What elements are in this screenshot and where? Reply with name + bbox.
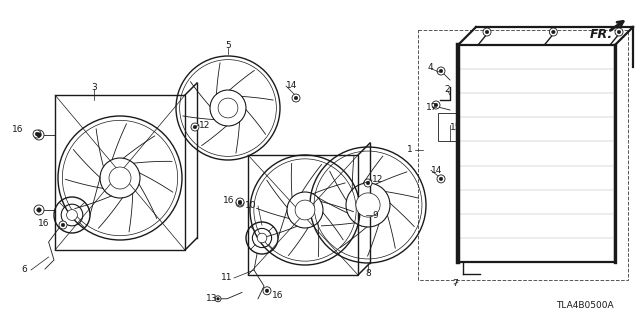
- Circle shape: [356, 193, 380, 217]
- Circle shape: [36, 208, 41, 212]
- Circle shape: [236, 198, 244, 206]
- Circle shape: [552, 30, 555, 34]
- Circle shape: [263, 287, 271, 295]
- Circle shape: [615, 28, 623, 36]
- Circle shape: [549, 28, 557, 36]
- Circle shape: [238, 201, 242, 205]
- Text: 14: 14: [286, 82, 298, 91]
- Circle shape: [215, 296, 221, 302]
- Circle shape: [434, 103, 438, 107]
- Circle shape: [617, 30, 621, 34]
- Text: 16: 16: [12, 125, 23, 134]
- Text: 4: 4: [428, 62, 434, 71]
- Circle shape: [366, 181, 370, 185]
- Text: 5: 5: [225, 42, 231, 51]
- Bar: [438, 113, 456, 141]
- Circle shape: [34, 205, 44, 215]
- Circle shape: [238, 200, 242, 204]
- Text: 2: 2: [444, 84, 450, 93]
- Circle shape: [33, 130, 41, 138]
- Circle shape: [295, 200, 315, 220]
- Circle shape: [34, 130, 44, 140]
- Text: 15: 15: [450, 123, 461, 132]
- Text: 3: 3: [91, 83, 97, 92]
- Circle shape: [67, 210, 77, 220]
- Circle shape: [36, 133, 41, 137]
- Circle shape: [294, 96, 298, 100]
- Circle shape: [193, 125, 197, 129]
- Circle shape: [292, 94, 300, 102]
- Text: TLA4B0500A: TLA4B0500A: [556, 301, 614, 310]
- Text: 14: 14: [431, 166, 442, 175]
- Text: 13: 13: [205, 294, 217, 303]
- Circle shape: [217, 298, 220, 300]
- Circle shape: [191, 123, 199, 131]
- Circle shape: [257, 233, 267, 243]
- Text: 10: 10: [244, 202, 256, 211]
- Text: 1: 1: [407, 146, 413, 155]
- Text: 9: 9: [372, 211, 378, 220]
- Text: 17: 17: [426, 102, 438, 111]
- Circle shape: [364, 179, 372, 187]
- Text: 11: 11: [221, 274, 232, 283]
- Circle shape: [218, 98, 238, 118]
- Text: 6: 6: [21, 266, 27, 275]
- Circle shape: [439, 69, 443, 73]
- Circle shape: [265, 289, 269, 292]
- Text: 12: 12: [199, 121, 211, 130]
- Bar: [55, 95, 185, 250]
- Circle shape: [439, 177, 443, 181]
- Circle shape: [59, 221, 67, 229]
- Text: 12: 12: [372, 175, 383, 185]
- Circle shape: [236, 199, 244, 207]
- Bar: [418, 30, 628, 280]
- Circle shape: [485, 30, 489, 34]
- Circle shape: [437, 67, 445, 75]
- Circle shape: [109, 167, 131, 189]
- Circle shape: [437, 175, 445, 183]
- Text: 16: 16: [38, 219, 49, 228]
- Circle shape: [432, 101, 440, 109]
- Text: 8: 8: [365, 268, 371, 277]
- Text: 7: 7: [452, 279, 458, 289]
- Text: FR.: FR.: [590, 28, 613, 42]
- Bar: [248, 155, 358, 275]
- Circle shape: [483, 28, 491, 36]
- Text: 16: 16: [223, 196, 234, 205]
- Text: 16: 16: [272, 291, 284, 300]
- Circle shape: [61, 223, 65, 227]
- Circle shape: [35, 132, 39, 136]
